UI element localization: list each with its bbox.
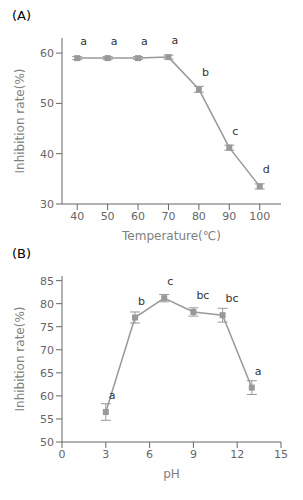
svg-text:c: c xyxy=(167,275,173,288)
svg-text:70: 70 xyxy=(161,210,175,223)
svg-text:50: 50 xyxy=(40,97,54,110)
svg-text:65: 65 xyxy=(40,367,54,380)
svg-text:3: 3 xyxy=(102,448,109,461)
svg-text:a: a xyxy=(141,35,148,48)
svg-text:50: 50 xyxy=(101,210,115,223)
svg-text:30: 30 xyxy=(40,198,54,211)
svg-text:b: b xyxy=(138,295,145,308)
svg-text:pH: pH xyxy=(163,467,180,481)
svg-text:15: 15 xyxy=(274,448,288,461)
svg-text:12: 12 xyxy=(230,448,244,461)
svg-text:75: 75 xyxy=(40,321,54,334)
html-text:(A): (A) xyxy=(12,8,31,23)
svg-text:80: 80 xyxy=(40,298,54,311)
svg-text:70: 70 xyxy=(40,344,54,357)
svg-text:60: 60 xyxy=(40,390,54,403)
svg-text:40: 40 xyxy=(40,148,54,161)
svg-text:Temperature(℃): Temperature(℃) xyxy=(121,229,221,243)
html-text:(B): (B) xyxy=(12,246,32,261)
svg-text:55: 55 xyxy=(40,413,54,426)
svg-text:a: a xyxy=(171,34,178,47)
svg-text:50: 50 xyxy=(40,436,54,449)
svg-text:80: 80 xyxy=(192,210,206,223)
svg-text:bc: bc xyxy=(226,292,239,305)
svg-text:d: d xyxy=(263,163,270,176)
svg-text:a: a xyxy=(255,365,262,378)
svg-text:b: b xyxy=(202,66,209,79)
svg-text:a: a xyxy=(109,389,116,402)
svg-text:100: 100 xyxy=(249,210,270,223)
svg-text:0: 0 xyxy=(59,448,66,461)
svg-text:a: a xyxy=(111,35,118,48)
svg-text:a: a xyxy=(80,35,87,48)
svg-text:Inhibition rate(%): Inhibition rate(%) xyxy=(13,69,27,174)
svg-text:90: 90 xyxy=(222,210,236,223)
svg-text:bc: bc xyxy=(196,289,209,302)
svg-text:85: 85 xyxy=(40,275,54,288)
svg-text:9: 9 xyxy=(190,448,197,461)
svg-text:6: 6 xyxy=(146,448,153,461)
svg-text:c: c xyxy=(232,125,238,138)
svg-text:60: 60 xyxy=(40,47,54,60)
svg-text:40: 40 xyxy=(70,210,84,223)
svg-text:60: 60 xyxy=(131,210,145,223)
svg-text:Inhibition rate(%): Inhibition rate(%) xyxy=(13,307,27,412)
